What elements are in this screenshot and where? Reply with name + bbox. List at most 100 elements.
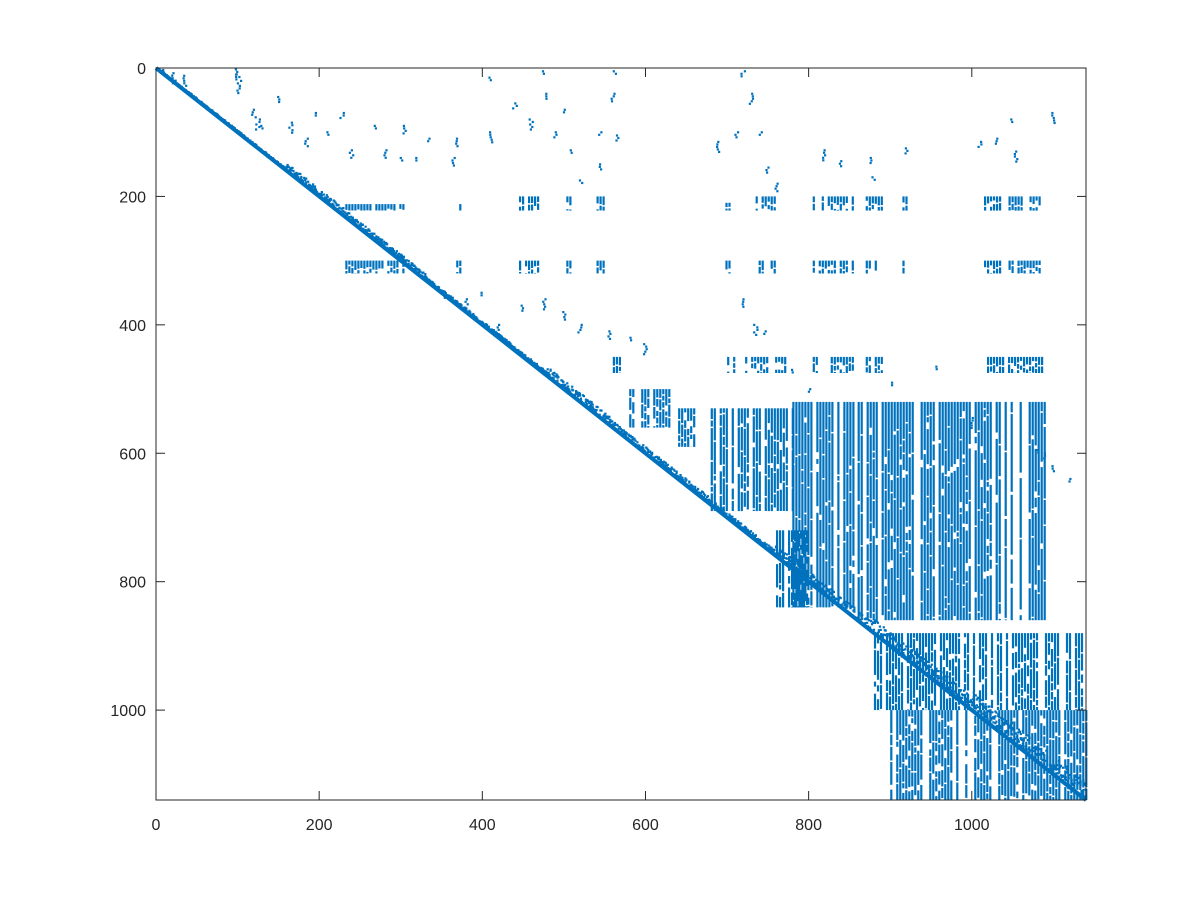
nonzero-mark [710, 500, 713, 504]
nonzero-mark [745, 356, 748, 364]
nonzero-mark [758, 408, 761, 430]
nonzero-mark [871, 204, 874, 210]
nonzero-mark [541, 367, 544, 370]
nonzero-mark [893, 549, 896, 612]
nonzero-mark [935, 670, 938, 673]
nonzero-mark [958, 694, 961, 697]
nonzero-mark [641, 445, 644, 448]
nonzero-mark [983, 735, 986, 752]
nonzero-mark [1050, 683, 1054, 691]
nonzero-mark [780, 551, 784, 554]
nonzero-mark [678, 442, 681, 447]
nonzero-mark [512, 107, 515, 110]
nonzero-mark [962, 607, 965, 621]
nonzero-mark [965, 477, 968, 491]
nonzero-mark [905, 552, 908, 621]
nonzero-mark [810, 401, 813, 471]
nonzero-mark [857, 504, 860, 575]
nonzero-mark [1004, 452, 1007, 516]
nonzero-mark [897, 641, 900, 645]
nonzero-mark [996, 204, 999, 211]
nonzero-mark [881, 636, 884, 639]
nonzero-mark [1007, 737, 1010, 770]
nonzero-mark [806, 556, 809, 564]
nonzero-mark [659, 411, 662, 428]
nonzero-mark [806, 574, 809, 577]
nonzero-mark [1041, 758, 1044, 762]
nonzero-mark [945, 633, 949, 641]
nonzero-mark [912, 669, 916, 698]
nonzero-mark [950, 780, 953, 800]
nonzero-mark [722, 446, 725, 465]
nonzero-mark [644, 389, 647, 405]
nonzero-mark [869, 626, 872, 629]
nonzero-mark [575, 390, 578, 393]
nonzero-mark [896, 477, 899, 537]
nonzero-mark [822, 401, 825, 454]
nonzero-mark [681, 438, 684, 447]
nonzero-mark [381, 204, 384, 211]
nonzero-mark [1043, 452, 1046, 455]
nonzero-mark [522, 206, 525, 211]
nonzero-mark [866, 463, 869, 496]
nonzero-mark [568, 388, 571, 391]
nonzero-mark [1011, 120, 1014, 124]
nonzero-mark [360, 204, 363, 211]
nonzero-mark [444, 292, 447, 295]
nonzero-mark [562, 311, 565, 314]
nonzero-mark [888, 696, 892, 711]
nonzero-mark [770, 546, 773, 549]
nonzero-mark [668, 398, 671, 404]
nonzero-mark [812, 267, 815, 273]
nonzero-mark [995, 720, 998, 723]
nonzero-block [612, 356, 621, 373]
nonzero-block [596, 196, 605, 211]
nonzero-mark [978, 690, 982, 701]
nonzero-mark [1031, 789, 1034, 800]
nonzero-mark [807, 571, 810, 574]
nonzero-mark [827, 196, 830, 206]
nonzero-mark [947, 710, 950, 722]
nonzero-block [456, 260, 462, 274]
nonzero-mark [990, 718, 993, 721]
nonzero-mark [616, 424, 619, 427]
nonzero-mark [791, 368, 794, 371]
nonzero-mark [1037, 451, 1040, 454]
nonzero-mark [986, 481, 989, 487]
nonzero-mark [974, 527, 977, 592]
nonzero-mark [1019, 615, 1022, 621]
nonzero-mark [1024, 745, 1027, 748]
nonzero-mark [778, 356, 781, 362]
nonzero-mark [1032, 196, 1035, 204]
nonzero-mark [956, 532, 959, 537]
nonzero-mark [770, 468, 773, 503]
nonzero-mark [1040, 548, 1043, 621]
nonzero-mark [764, 446, 767, 475]
nonzero-mark [819, 401, 822, 438]
nonzero-mark [962, 586, 965, 607]
nonzero-mark [911, 401, 914, 453]
nonzero-mark [818, 582, 821, 585]
nonzero-mark [825, 561, 828, 608]
nonzero-mark [1018, 744, 1021, 747]
nonzero-mark [757, 370, 760, 373]
nonzero-mark [545, 95, 548, 98]
nonzero-mark [260, 124, 263, 127]
nonzero-mark [1025, 760, 1028, 794]
nonzero-mark [765, 169, 768, 172]
nonzero-mark [381, 260, 384, 269]
nonzero-mark [402, 268, 405, 274]
nonzero-mark [342, 210, 345, 213]
nonzero-mark [371, 232, 374, 235]
nonzero-mark [869, 156, 872, 160]
nonzero-mark [975, 698, 978, 701]
nonzero-mark [860, 546, 863, 571]
nonzero-mark [878, 625, 881, 628]
nonzero-mark [1040, 723, 1043, 747]
nonzero-mark [1004, 547, 1007, 618]
nonzero-mark [849, 587, 852, 608]
nonzero-mark [996, 260, 999, 268]
nonzero-mark [977, 510, 980, 565]
nonzero-mark [428, 137, 431, 140]
nonzero-mark [956, 538, 959, 584]
